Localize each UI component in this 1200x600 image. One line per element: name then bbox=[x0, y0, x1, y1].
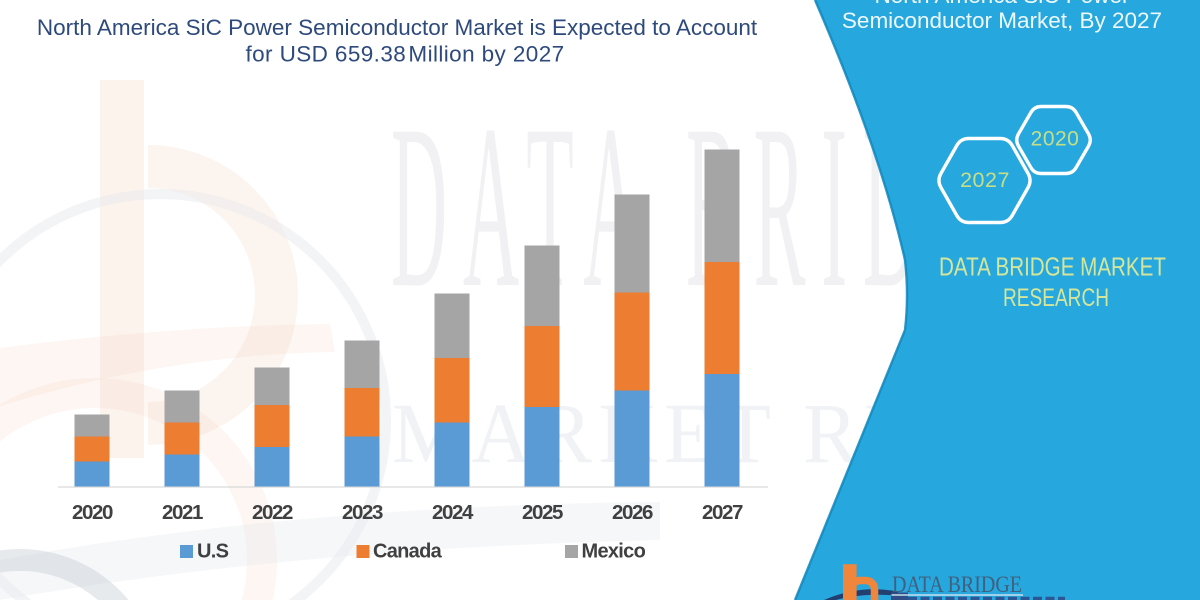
svg-text:2020: 2020 bbox=[1031, 128, 1080, 151]
svg-text:2024: 2024 bbox=[432, 501, 474, 524]
svg-text:2022: 2022 bbox=[252, 501, 293, 524]
svg-text:2027: 2027 bbox=[702, 501, 743, 524]
svg-text:DATA BRIDGE: DATA BRIDGE bbox=[892, 572, 1022, 598]
svg-text:RESEARCH: RESEARCH bbox=[1003, 284, 1109, 312]
svg-text:North America SiC Power Semico: North America SiC Power Semiconductor Ma… bbox=[37, 15, 758, 40]
svg-text:Semiconductor Market, By 2027: Semiconductor Market, By 2027 bbox=[842, 8, 1162, 33]
svg-text:2025: 2025 bbox=[522, 501, 563, 524]
svg-text:2020: 2020 bbox=[72, 501, 113, 524]
svg-text:2023: 2023 bbox=[342, 501, 383, 524]
svg-text:for USD 659.38 Million by 2027: for USD 659.38 Million by 2027 bbox=[245, 42, 564, 67]
svg-text:2021: 2021 bbox=[162, 501, 203, 524]
svg-text:DATA BRIDGE MARKET: DATA BRIDGE MARKET bbox=[939, 254, 1166, 282]
svg-text:U.S: U.S bbox=[197, 541, 229, 563]
svg-text:Canada: Canada bbox=[373, 541, 443, 563]
svg-text:Mexico: Mexico bbox=[582, 541, 646, 563]
svg-text:2026: 2026 bbox=[612, 501, 653, 524]
svg-text:North America SiC Power: North America SiC Power bbox=[874, 0, 1130, 8]
svg-text:2027: 2027 bbox=[960, 168, 1010, 192]
